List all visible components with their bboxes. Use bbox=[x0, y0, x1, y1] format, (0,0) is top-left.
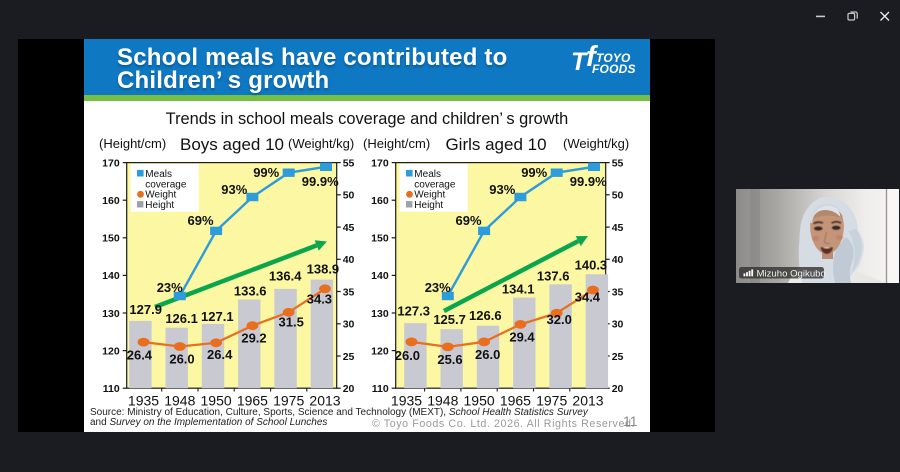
svg-text:130: 130 bbox=[371, 308, 389, 320]
svg-text:Weight: Weight bbox=[145, 190, 176, 201]
svg-text:45: 45 bbox=[343, 222, 355, 234]
svg-text:160: 160 bbox=[102, 195, 120, 207]
svg-text:40: 40 bbox=[612, 254, 624, 266]
svg-text:25: 25 bbox=[343, 351, 355, 363]
svg-text:50: 50 bbox=[612, 190, 624, 202]
svg-text:34.3: 34.3 bbox=[307, 291, 332, 306]
svg-text:110: 110 bbox=[103, 383, 120, 395]
svg-text:140.3: 140.3 bbox=[575, 257, 608, 272]
svg-text:1965: 1965 bbox=[500, 393, 531, 409]
svg-text:69%: 69% bbox=[456, 213, 482, 228]
svg-text:coverage: coverage bbox=[414, 180, 456, 191]
svg-text:55: 55 bbox=[343, 157, 355, 169]
svg-text:93%: 93% bbox=[489, 182, 515, 197]
svg-text:35: 35 bbox=[343, 286, 355, 298]
svg-text:32.0: 32.0 bbox=[547, 312, 572, 327]
svg-text:(Weight/kg): (Weight/kg) bbox=[288, 136, 354, 151]
svg-text:26.4: 26.4 bbox=[207, 347, 233, 362]
svg-text:1950: 1950 bbox=[464, 393, 495, 409]
svg-text:170: 170 bbox=[371, 157, 389, 169]
svg-text:29.4: 29.4 bbox=[509, 330, 535, 345]
svg-text:Meals: Meals bbox=[414, 169, 441, 180]
svg-text:138.9: 138.9 bbox=[307, 262, 340, 277]
svg-text:Weight: Weight bbox=[414, 190, 445, 201]
svg-text:1948: 1948 bbox=[164, 393, 195, 409]
svg-text:1950: 1950 bbox=[201, 393, 232, 409]
svg-text:20: 20 bbox=[612, 383, 624, 395]
svg-text:20: 20 bbox=[343, 383, 355, 395]
svg-text:25: 25 bbox=[612, 351, 624, 363]
svg-text:134.1: 134.1 bbox=[502, 282, 535, 297]
svg-text:31.5: 31.5 bbox=[279, 315, 304, 330]
svg-text:120: 120 bbox=[371, 345, 389, 357]
svg-text:25.6: 25.6 bbox=[437, 352, 462, 367]
svg-text:45: 45 bbox=[612, 222, 624, 234]
svg-text:2013: 2013 bbox=[572, 393, 603, 409]
svg-text:1975: 1975 bbox=[536, 393, 567, 409]
svg-text:93%: 93% bbox=[221, 182, 247, 197]
svg-text:140: 140 bbox=[102, 270, 120, 282]
svg-text:127.1: 127.1 bbox=[201, 309, 234, 324]
svg-text:136.4: 136.4 bbox=[269, 269, 302, 284]
svg-text:35: 35 bbox=[612, 286, 624, 298]
svg-text:99.9%: 99.9% bbox=[302, 174, 339, 189]
svg-text:127.3: 127.3 bbox=[397, 304, 430, 319]
svg-text:99.9%: 99.9% bbox=[570, 174, 607, 189]
svg-text:2013: 2013 bbox=[309, 393, 340, 409]
svg-text:Girls aged 10: Girls aged 10 bbox=[445, 135, 546, 154]
svg-text:126.6: 126.6 bbox=[469, 308, 502, 323]
svg-text:170: 170 bbox=[102, 157, 120, 169]
svg-text:1948: 1948 bbox=[427, 393, 458, 409]
svg-text:34.4: 34.4 bbox=[575, 289, 601, 304]
svg-text:1935: 1935 bbox=[128, 393, 159, 409]
svg-text:50: 50 bbox=[343, 190, 355, 202]
svg-text:26.0: 26.0 bbox=[395, 348, 420, 363]
svg-text:55: 55 bbox=[612, 157, 624, 169]
svg-text:30: 30 bbox=[612, 319, 624, 331]
svg-text:Height: Height bbox=[145, 200, 174, 211]
svg-text:99%: 99% bbox=[521, 165, 547, 180]
svg-text:coverage: coverage bbox=[145, 180, 187, 191]
svg-text:23%: 23% bbox=[157, 280, 183, 295]
svg-text:150: 150 bbox=[371, 233, 389, 245]
svg-text:26.0: 26.0 bbox=[169, 351, 194, 366]
svg-text:26.4: 26.4 bbox=[127, 348, 153, 363]
svg-text:99%: 99% bbox=[253, 165, 279, 180]
svg-text:140: 140 bbox=[371, 270, 389, 282]
svg-text:126.1: 126.1 bbox=[165, 311, 198, 326]
svg-text:Meals: Meals bbox=[145, 169, 172, 180]
svg-text:160: 160 bbox=[371, 195, 389, 207]
svg-text:69%: 69% bbox=[188, 213, 214, 228]
svg-text:(Height/cm): (Height/cm) bbox=[99, 136, 166, 151]
svg-text:30: 30 bbox=[343, 319, 355, 331]
svg-text:1975: 1975 bbox=[273, 393, 304, 409]
svg-text:137.6: 137.6 bbox=[537, 268, 570, 283]
svg-text:29.2: 29.2 bbox=[241, 331, 266, 346]
svg-text:150: 150 bbox=[102, 233, 120, 245]
svg-text:110: 110 bbox=[372, 383, 389, 395]
svg-text:1965: 1965 bbox=[237, 393, 268, 409]
svg-text:127.9: 127.9 bbox=[129, 302, 162, 317]
svg-text:26.0: 26.0 bbox=[475, 347, 500, 362]
svg-text:133.6: 133.6 bbox=[234, 284, 267, 299]
svg-text:125.7: 125.7 bbox=[433, 312, 466, 327]
svg-text:1935: 1935 bbox=[391, 393, 422, 409]
svg-text:Boys aged 10: Boys aged 10 bbox=[180, 135, 284, 154]
svg-text:120: 120 bbox=[102, 345, 120, 357]
svg-text:130: 130 bbox=[102, 308, 120, 320]
svg-text:40: 40 bbox=[343, 254, 355, 266]
svg-text:23%: 23% bbox=[425, 280, 451, 295]
svg-text:Height: Height bbox=[414, 200, 443, 211]
svg-text:(Weight/kg): (Weight/kg) bbox=[563, 136, 629, 151]
svg-text:(Height/cm): (Height/cm) bbox=[363, 136, 430, 151]
svg-text:Mizuho Ogikubo: Mizuho Ogikubo bbox=[757, 268, 826, 279]
